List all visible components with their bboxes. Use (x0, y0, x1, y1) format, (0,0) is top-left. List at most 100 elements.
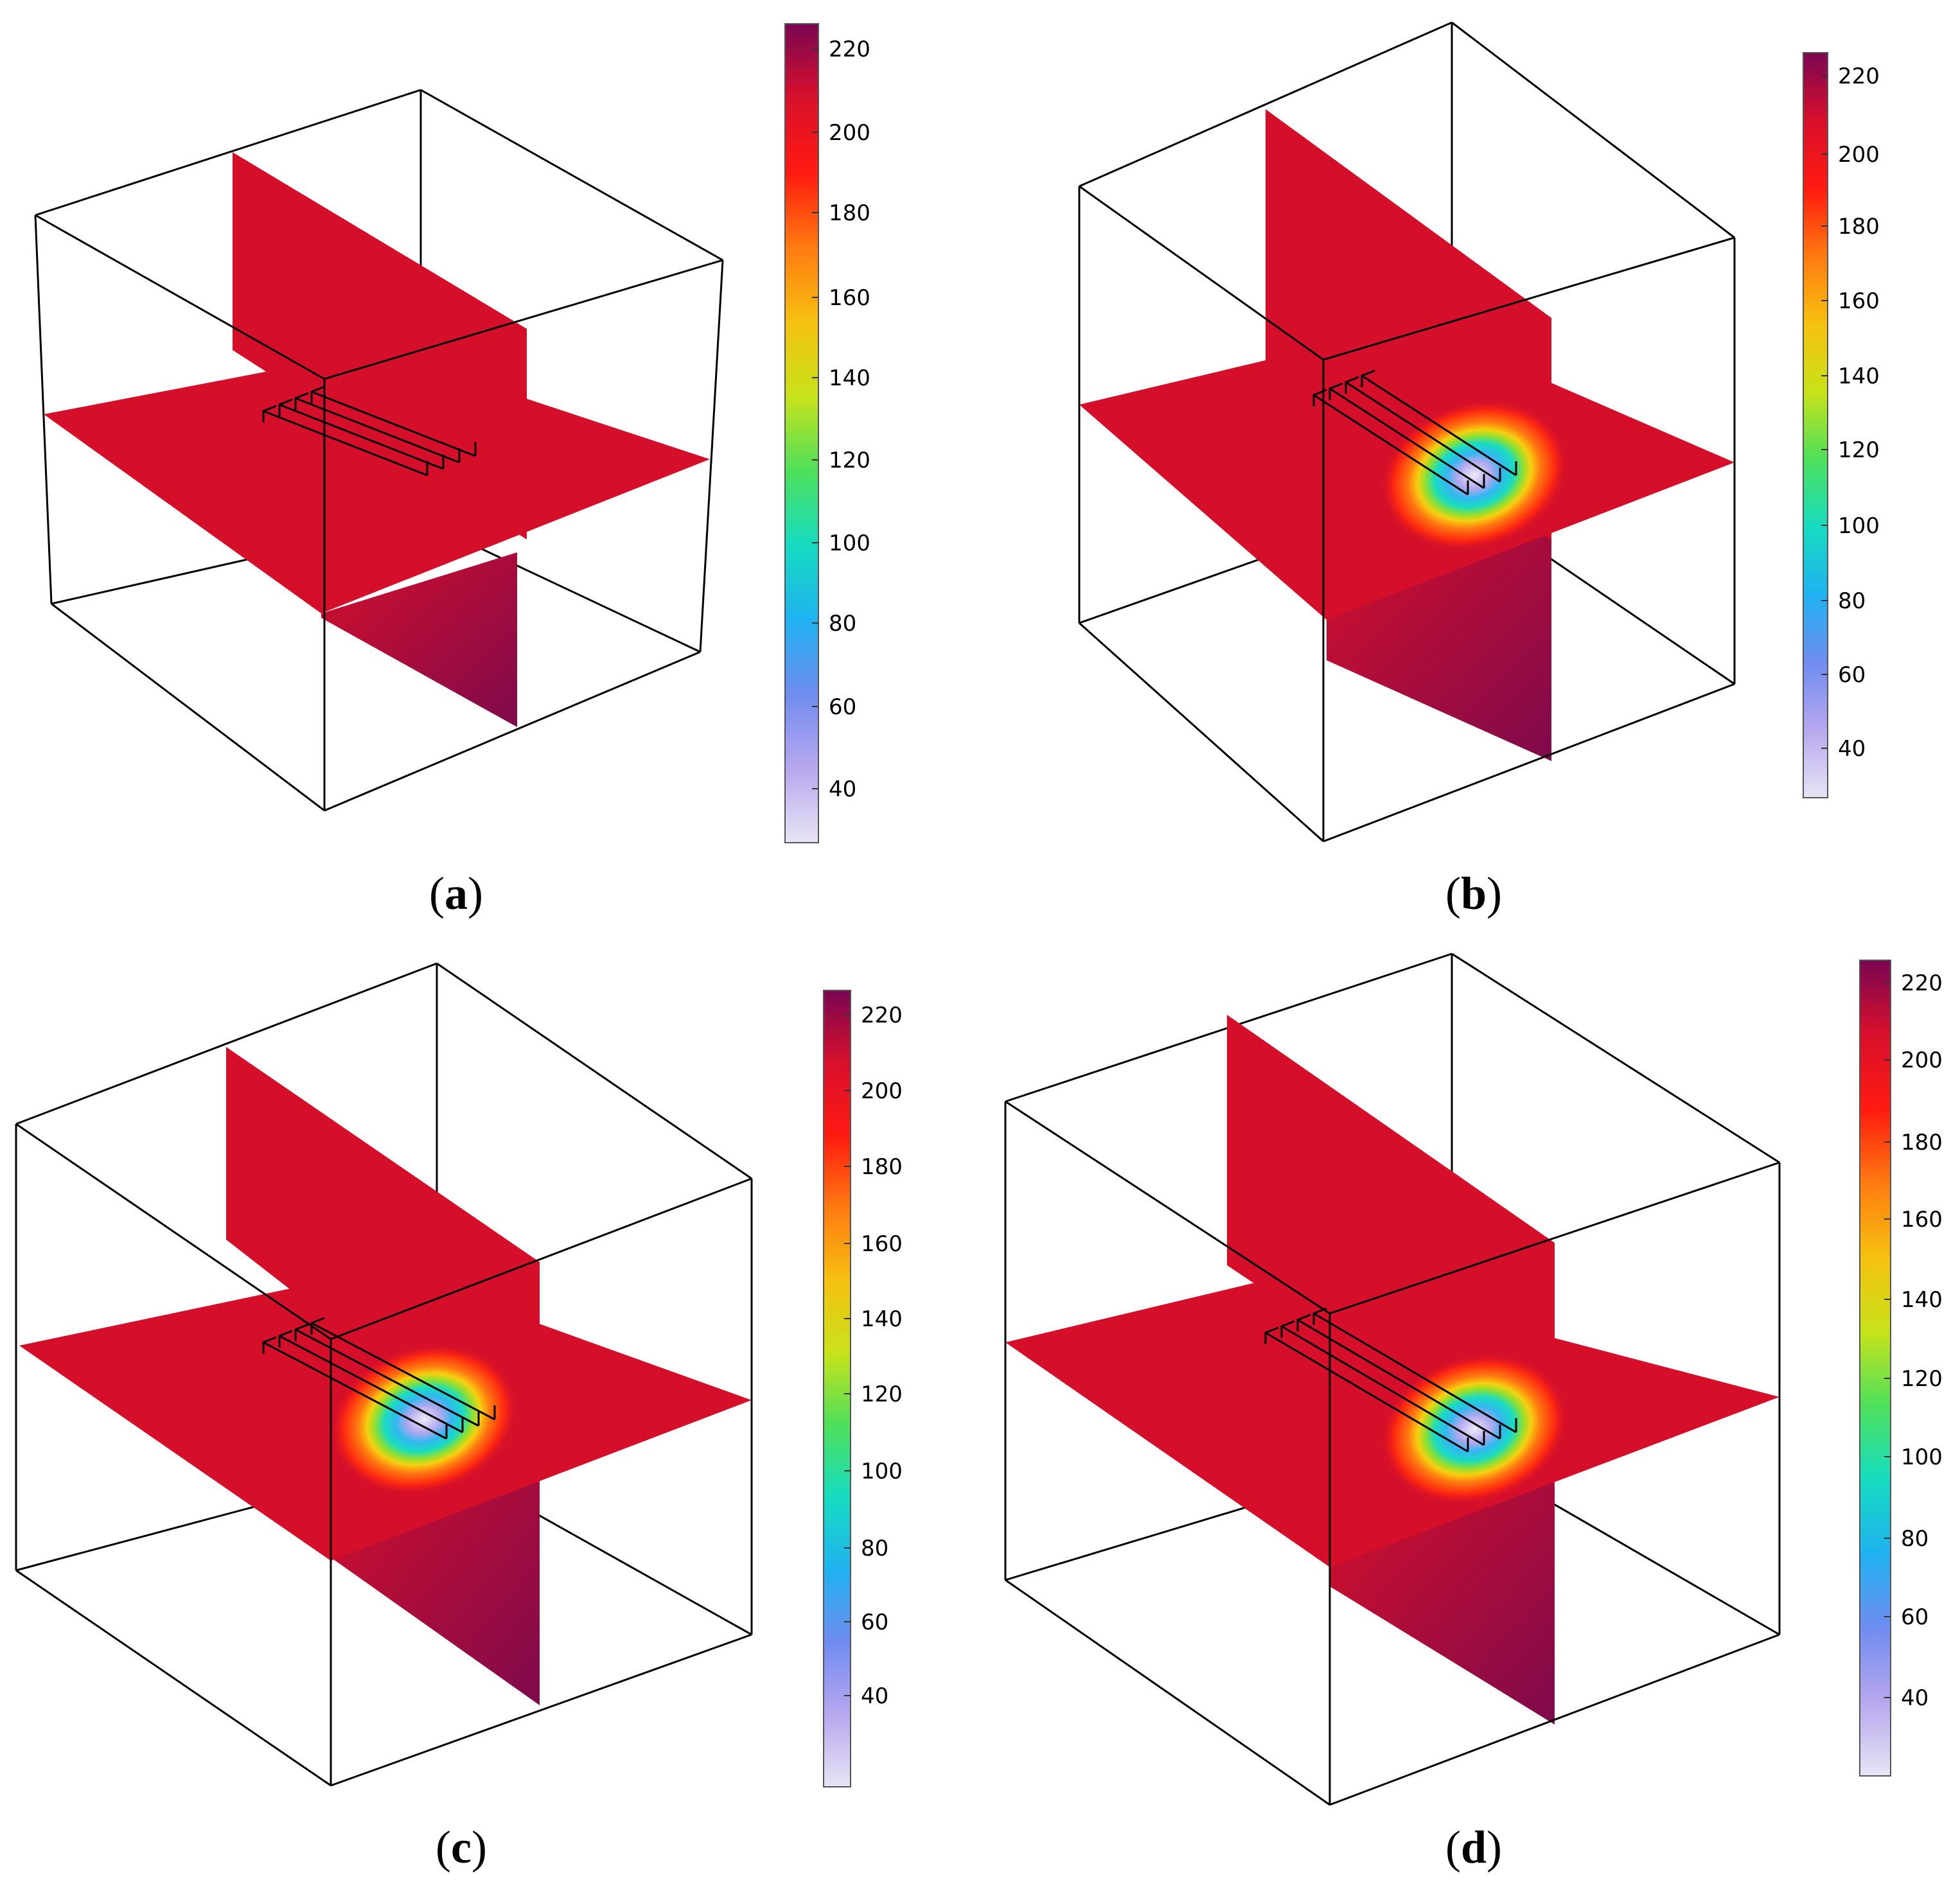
colorbar-tick-label: 220 (829, 37, 870, 62)
coil-pipe (279, 1335, 463, 1434)
coil-pipe (1297, 1319, 1501, 1440)
colorbar (1803, 52, 1828, 798)
colorbar-tick-label: 80 (861, 1536, 888, 1561)
frame-edge (324, 651, 701, 812)
heat-exchanger (262, 1317, 496, 1440)
panel-a: 220 200 180 160 140 120 100 80 60 40 (a) (0, 0, 980, 944)
colorbar-tick-label: 140 (829, 365, 870, 391)
panel-a-plot: 220 200 180 160 140 120 100 80 60 40 (34, 23, 870, 843)
frame-front (15, 1123, 753, 1787)
frame-edge (1451, 952, 1780, 1164)
panel-c: 220 200 180 160 140 120 100 80 60 40 (c) (0, 944, 980, 1896)
frame-front (34, 214, 724, 812)
colorbar-tick-label: 60 (1838, 662, 1866, 688)
colorbar-tick-label: 120 (861, 1382, 903, 1407)
vertical-slice-lower (1330, 1477, 1555, 1725)
colorbar-tick-label: 220 (1901, 970, 1943, 996)
colorbar-tick-label: 140 (1901, 1287, 1943, 1313)
frame-edge (1079, 185, 1324, 361)
colorbar (1859, 960, 1891, 1777)
frame-edge (1329, 1161, 1780, 1315)
heat-exchanger (1264, 1307, 1517, 1453)
colorbar-tick-label: 180 (1838, 214, 1880, 240)
frame-edge (15, 1569, 331, 1787)
panel-b: 220 200 180 160 140 120 100 80 60 40 (b) (980, 0, 1960, 944)
colorbar (823, 990, 851, 1787)
frame-front (1004, 1100, 1781, 1806)
coil-inlet (294, 392, 309, 410)
colorbar-tick-label: 160 (1901, 1207, 1943, 1233)
colorbar-tick-label: 100 (829, 531, 870, 556)
frame-edge (35, 214, 325, 380)
colorbar-tick-label: 100 (861, 1459, 903, 1484)
frame-edge (420, 89, 723, 261)
frame-edge (330, 1177, 752, 1340)
frame-edge (34, 215, 53, 604)
frame-edge (1323, 683, 1735, 843)
cold-zone (329, 1343, 519, 1496)
colorbar-tick-label: 180 (861, 1154, 903, 1180)
frame-edge (15, 962, 437, 1125)
frame-edge (699, 259, 724, 653)
coil-inlet (278, 1330, 293, 1347)
frame-edge (1005, 1100, 1330, 1315)
panel-d: 220 200 180 160 140 120 100 80 60 40 (d) (980, 944, 1960, 1896)
colorbar-tick-label: 180 (829, 200, 870, 226)
colorbar-tick-label: 40 (861, 1683, 888, 1709)
coil-inlet (1329, 382, 1343, 400)
colorbar-tick-label: 120 (829, 448, 870, 473)
colorbar-tick-label: 120 (1901, 1366, 1943, 1392)
vertical-slice-lower (1327, 520, 1551, 761)
coil-inlet (1264, 1326, 1279, 1344)
coil-pipe (295, 397, 460, 464)
coil-pipe (1265, 1331, 1469, 1453)
colorbar-tick-label: 200 (1901, 1048, 1943, 1073)
coil-pipe (295, 1328, 479, 1427)
coil-inlet (1361, 369, 1375, 387)
coil-inlet (1345, 376, 1359, 394)
frame-edge (1079, 21, 1452, 188)
frame-edge (51, 602, 325, 812)
vertical-slice-lower (331, 1445, 540, 1705)
colorbar-tick-label: 40 (1838, 736, 1866, 762)
coil-inlet (310, 1317, 325, 1335)
colorbar-tick-label: 40 (1901, 1685, 1929, 1711)
heat-exchanger (262, 385, 477, 477)
coil-pipe (1313, 394, 1469, 496)
coil-inlet (262, 405, 277, 423)
coil-pipe (1361, 374, 1517, 477)
colorbar-tick-label: 60 (1901, 1604, 1929, 1630)
coil-inlet (310, 385, 325, 403)
colorbar-tick-label: 100 (1838, 513, 1880, 539)
colorbar-tick-label: 120 (1838, 437, 1880, 463)
frame-edge (35, 89, 421, 216)
colorbar-tick-label: 200 (1838, 142, 1880, 168)
colorbar-tick-label: 140 (1838, 364, 1880, 389)
colorbar-tick-label: 60 (861, 1610, 888, 1635)
coil-pipe (1313, 1312, 1517, 1434)
colorbar-tick-label: 60 (829, 694, 856, 720)
frame-edge (1005, 1579, 1330, 1806)
coil-pipe (1329, 387, 1485, 489)
colorbar-tick-label: 140 (861, 1306, 903, 1332)
frame-edge (324, 259, 723, 380)
heat-exchanger (1312, 369, 1517, 496)
horizontal-slice (44, 350, 710, 613)
coil-pipe (1281, 1325, 1485, 1446)
colorbar-tick-label: 200 (829, 120, 870, 146)
panel-c-plot: 220 200 180 160 140 120 100 80 60 40 (15, 962, 903, 1787)
caption-d: (d) (1445, 1821, 1503, 1873)
coil-pipe (1345, 381, 1501, 483)
coil-pipe (263, 1341, 447, 1440)
frame-edge (15, 1123, 331, 1340)
panel-d-plot: 220 200 180 160 140 120 100 80 60 40 (1004, 952, 1943, 1806)
coil-pipe (263, 410, 428, 477)
caption-b: (b) (1445, 868, 1503, 919)
coil-pipe (279, 403, 444, 470)
coil-inlet (262, 1336, 277, 1354)
frame-front (1078, 185, 1736, 843)
colorbar-tick-label: 200 (861, 1078, 903, 1104)
colorbar-tick-label: 100 (1901, 1444, 1943, 1470)
vertical-slice-lower (321, 552, 517, 727)
